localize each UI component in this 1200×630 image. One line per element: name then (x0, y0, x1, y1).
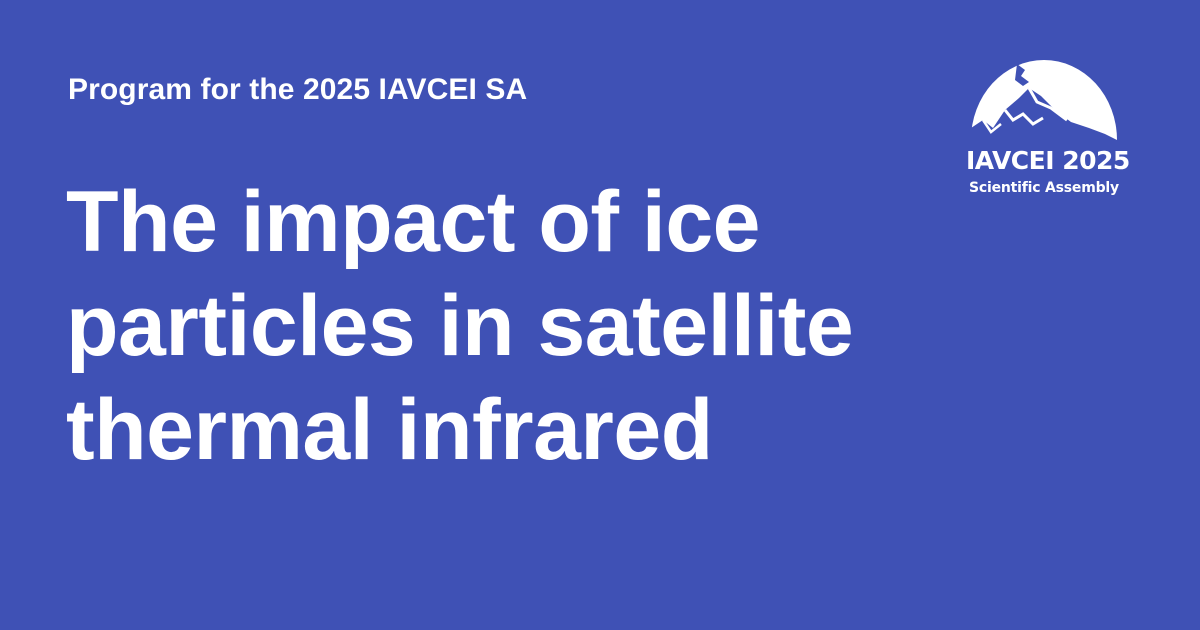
abstract-title: The impact of ice particles in satellite… (66, 170, 966, 482)
abstract-title-line: The impact of ice (66, 174, 761, 270)
logo-subtitle: Scientific Assembly (969, 180, 1119, 196)
abstract-title-line: thermal infrared (66, 382, 713, 478)
abstract-title-line: particles in satellite (66, 278, 854, 374)
volcano-mountain-icon (971, 60, 1117, 140)
logo-title: IAVCEI 2025 (966, 146, 1130, 175)
program-kicker: Program for the 2025 IAVCEI SA (68, 73, 528, 106)
conference-logo: IAVCEI 2025 Scientific Assembly (966, 58, 1130, 208)
